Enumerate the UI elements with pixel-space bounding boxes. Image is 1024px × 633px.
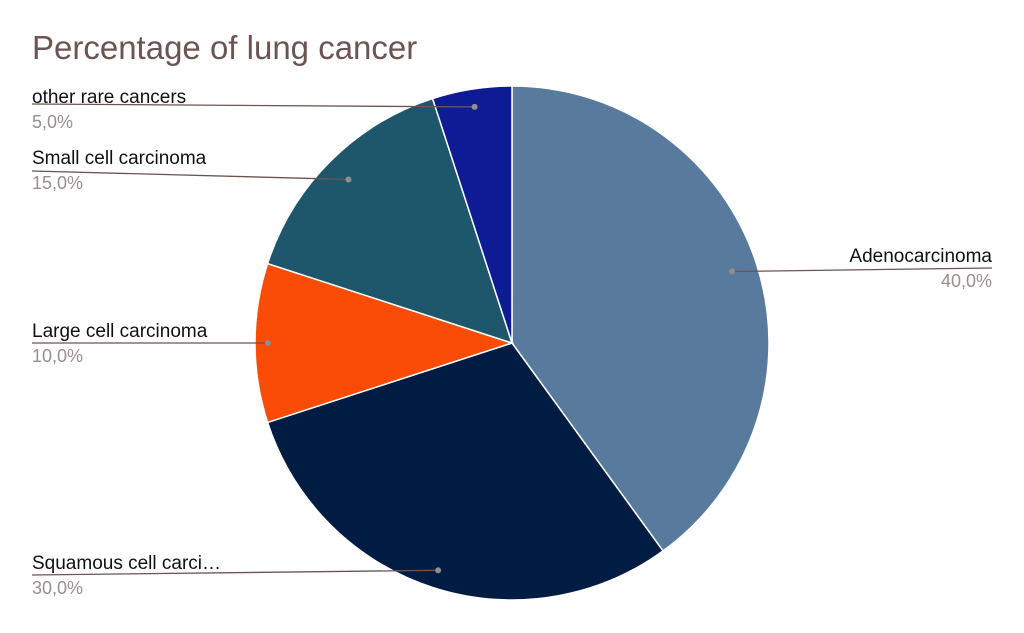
slice-label: Large cell carcinoma: [32, 321, 208, 342]
leader-line: [31, 103, 475, 108]
slice-label: Squamous cell carci…: [32, 553, 221, 574]
chart-title: Percentage of lung cancer: [32, 29, 417, 66]
slice-label: other rare cancers: [32, 87, 186, 108]
slice-percentage: 5,0%: [32, 112, 73, 132]
pie-slice-adenocarcinoma: [511, 85, 770, 552]
leader-dot: [264, 340, 271, 346]
pie-slice-squamous-cell-carcinoma: [266, 342, 665, 601]
slice-label: Small cell carcinoma: [32, 148, 207, 169]
pie-slices: [254, 85, 770, 601]
slice-labels: Adenocarcinoma 40,0% Squamous cell carci… 3…: [31, 87, 993, 598]
slice-label: Adenocarcinoma: [849, 246, 992, 267]
leader-dot: [728, 268, 735, 275]
leader-line: [731, 267, 993, 273]
slice-percentage: 10,0%: [32, 346, 83, 366]
leader-line: [31, 569, 439, 576]
leader-dot: [345, 176, 352, 183]
slice-percentage: 15,0%: [32, 173, 83, 193]
leader-dot: [471, 103, 478, 110]
slice-percentage: 40,0%: [941, 271, 992, 291]
leader-line: [31, 170, 349, 181]
leader-dot: [435, 567, 442, 574]
slice-percentage: 30,0%: [32, 578, 83, 598]
pie-slice-other-rare-cancers: [431, 85, 513, 344]
